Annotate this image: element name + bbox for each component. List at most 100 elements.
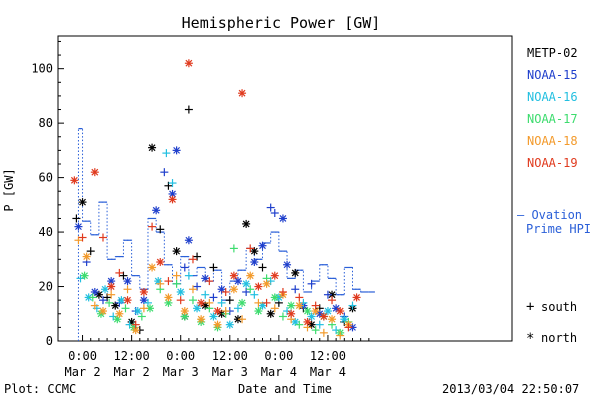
data-point <box>176 296 185 305</box>
north-marker-symbol: * <box>526 331 534 347</box>
data-point <box>160 168 169 177</box>
data-point <box>291 268 300 277</box>
data-point <box>291 317 300 326</box>
data-point <box>254 307 263 316</box>
data-point <box>238 315 247 324</box>
data-point <box>168 179 177 188</box>
data-point <box>254 298 263 307</box>
y-axis-label: P [GW] <box>2 168 16 211</box>
footer-credit: Plot: CCMC <box>4 382 76 396</box>
data-point <box>98 296 107 305</box>
data-point <box>229 271 238 280</box>
data-point <box>156 225 165 234</box>
data-point <box>111 301 120 310</box>
data-point <box>109 312 118 321</box>
data-point <box>168 195 177 204</box>
data-point <box>283 307 292 316</box>
data-point <box>184 271 193 280</box>
ovation-legend-line2: Prime HPI <box>526 222 591 236</box>
data-point <box>332 304 341 313</box>
data-point <box>246 244 255 253</box>
data-point <box>121 304 130 313</box>
data-point <box>180 263 189 272</box>
data-point <box>164 277 173 286</box>
data-point <box>303 317 312 326</box>
data-point <box>209 312 218 321</box>
data-point <box>148 143 157 152</box>
south-marker-label: south <box>541 300 577 314</box>
x-axis-label: Date and Time <box>238 382 332 396</box>
y-tick-label: 20 <box>39 280 53 294</box>
legend-entry: NOAA-17 <box>527 112 578 126</box>
north-marker-label: north <box>541 331 577 345</box>
data-point <box>307 279 316 288</box>
data-point <box>221 287 230 296</box>
data-point <box>246 271 255 280</box>
data-point <box>164 298 173 307</box>
x-tick-time-label: 12:00 <box>310 349 346 363</box>
legend-entry: METP-02 <box>527 46 578 60</box>
data-point <box>172 146 181 155</box>
data-point <box>123 296 132 305</box>
data-point <box>107 290 116 299</box>
data-point <box>201 301 210 310</box>
data-point <box>72 214 81 223</box>
y-tick-label: 0 <box>46 334 53 348</box>
data-point <box>213 307 222 316</box>
data-point <box>156 279 165 288</box>
data-point <box>148 263 157 272</box>
ovation-legend-line1: — Ovation <box>517 208 582 222</box>
data-point <box>184 236 193 245</box>
data-point <box>70 176 79 185</box>
data-point <box>352 293 361 302</box>
x-tick-date-label: Mar 3 <box>163 365 199 379</box>
data-point <box>348 323 357 332</box>
data-point <box>250 290 259 299</box>
data-point <box>201 290 210 299</box>
data-point <box>242 287 251 296</box>
data-point <box>201 274 210 283</box>
data-point <box>78 198 87 207</box>
data-point <box>90 168 99 177</box>
data-point <box>233 277 242 286</box>
data-point <box>258 301 267 310</box>
data-point <box>103 293 112 302</box>
data-point <box>80 271 89 280</box>
data-point <box>323 290 332 299</box>
data-point <box>98 233 107 242</box>
data-point <box>90 301 99 310</box>
data-point <box>303 307 312 316</box>
data-point <box>262 298 271 307</box>
data-point <box>107 277 116 286</box>
data-point <box>229 285 238 294</box>
data-point <box>74 236 83 245</box>
data-point <box>238 298 247 307</box>
x-tick-date-label: Mar 2 <box>114 365 150 379</box>
data-point <box>217 285 226 294</box>
data-point <box>123 277 132 286</box>
data-point <box>184 59 193 68</box>
data-point <box>107 282 116 291</box>
plot-frame <box>57 35 513 342</box>
data-point <box>319 312 328 321</box>
data-point <box>270 271 279 280</box>
data-point <box>299 298 308 307</box>
legend-entry: NOAA-19 <box>527 156 578 170</box>
data-point <box>225 320 234 329</box>
data-point <box>328 315 337 324</box>
x-tick-date-label: Mar 4 <box>261 365 297 379</box>
south-marker-symbol: + <box>526 299 534 315</box>
data-point <box>344 323 353 332</box>
data-point <box>156 258 165 267</box>
data-point <box>307 312 316 321</box>
data-point <box>209 293 218 302</box>
data-point <box>311 326 320 335</box>
data-point <box>270 209 279 218</box>
data-point <box>287 301 296 310</box>
data-point <box>98 307 107 316</box>
ovation-line <box>77 128 375 341</box>
data-point <box>123 285 132 294</box>
data-point <box>221 307 230 316</box>
data-point <box>82 252 91 261</box>
